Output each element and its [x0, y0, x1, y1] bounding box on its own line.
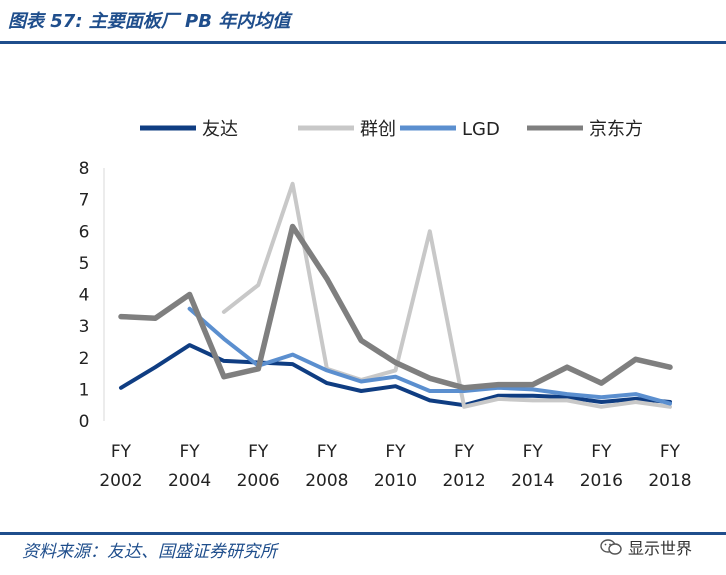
data-point	[669, 366, 672, 369]
data-point	[669, 405, 672, 408]
data-point	[600, 405, 603, 408]
data-point	[428, 377, 431, 380]
data-point	[120, 386, 123, 389]
x-tick-label: 2016	[580, 471, 623, 491]
data-point	[222, 359, 225, 362]
data-point	[325, 277, 328, 280]
data-point	[531, 388, 534, 391]
data-point	[188, 344, 191, 347]
series-line	[221, 181, 672, 409]
y-tick-label: 6	[79, 222, 90, 242]
y-tick-label: 5	[79, 254, 90, 274]
header-rule	[0, 41, 726, 44]
data-point	[360, 380, 363, 383]
y-tick-label: 2	[79, 349, 90, 369]
data-point	[600, 396, 603, 399]
x-tick-label: FY	[180, 442, 201, 462]
data-point	[428, 230, 431, 233]
x-tick-label: FY	[591, 442, 612, 462]
legend-label: 友达	[202, 119, 238, 140]
y-tick-label: 8	[79, 159, 90, 179]
data-point	[428, 399, 431, 402]
data-point	[222, 375, 225, 378]
data-point	[566, 399, 569, 402]
data-point	[394, 385, 397, 388]
y-tick-label: 0	[79, 412, 90, 432]
data-point	[188, 293, 191, 296]
data-point	[360, 339, 363, 342]
x-tick-label: 2012	[442, 471, 485, 491]
data-point	[291, 363, 294, 366]
footer-rule	[0, 532, 726, 535]
data-point	[154, 317, 157, 320]
data-point	[222, 337, 225, 340]
x-tick-label: FY	[454, 442, 475, 462]
x-tick-label: FY	[111, 442, 132, 462]
x-tick-label: 2008	[305, 471, 348, 491]
x-tick-label: FY	[523, 442, 544, 462]
y-tick-label: 4	[79, 286, 90, 306]
legend-label: 群创	[360, 119, 396, 140]
data-point	[497, 394, 500, 397]
x-tick-label: 2002	[99, 471, 142, 491]
y-tick-label: 7	[79, 191, 90, 211]
x-tick-label: FY	[248, 442, 269, 462]
x-tick-label: FY	[317, 442, 338, 462]
data-point	[531, 399, 534, 402]
legend-label: LGD	[462, 119, 500, 140]
data-point	[291, 225, 294, 228]
data-point	[600, 401, 603, 404]
wechat-icon	[600, 538, 622, 556]
data-point	[291, 182, 294, 185]
data-point	[634, 393, 637, 396]
x-tick-label: 2004	[168, 471, 211, 491]
data-point	[154, 366, 157, 369]
data-point	[360, 389, 363, 392]
watermark-text: 显示世界	[628, 539, 693, 558]
x-tick-label: FY	[385, 442, 406, 462]
legend-label: 京东方	[589, 119, 643, 140]
x-tick-label: 2018	[648, 471, 691, 491]
data-point	[566, 366, 569, 369]
data-point	[394, 375, 397, 378]
data-point	[257, 284, 260, 287]
data-point	[669, 402, 672, 405]
data-point	[600, 382, 603, 385]
data-point	[291, 353, 294, 356]
data-point	[325, 382, 328, 385]
data-point	[566, 396, 569, 399]
data-point	[634, 401, 637, 404]
data-point	[531, 383, 534, 386]
figure-title: 图表 57: 主要面板厂 PB 年内均值	[8, 11, 291, 32]
data-point	[566, 393, 569, 396]
y-tick-label: 3	[79, 317, 90, 337]
line-chart: 0 1 2 3 4 5 6 7 8 FY 2002 FY 2004 FY 2006 FY 2008 FY 2010 F…	[79, 119, 692, 491]
data-point	[394, 369, 397, 372]
data-point	[325, 369, 328, 372]
data-point	[428, 389, 431, 392]
data-point	[463, 386, 466, 389]
x-tick-label: 2010	[374, 471, 417, 491]
data-point	[222, 310, 225, 313]
data-point	[497, 383, 500, 386]
watermark: 显示世界	[600, 535, 692, 559]
series-line	[187, 306, 672, 406]
x-tick-label: FY	[660, 442, 681, 462]
data-point	[497, 397, 500, 400]
data-point	[463, 405, 466, 408]
source-note: 资料来源：友达、国盛证券研究所	[22, 542, 277, 562]
series-line	[118, 223, 673, 391]
data-point	[394, 361, 397, 364]
x-tick-label: 2006	[237, 471, 280, 491]
x-tick-label: 2014	[511, 471, 554, 491]
data-point	[120, 315, 123, 318]
y-tick-label: 1	[79, 380, 90, 400]
data-point	[634, 358, 637, 361]
data-point	[531, 394, 534, 397]
data-point	[634, 397, 637, 400]
data-point	[257, 367, 260, 370]
data-point	[188, 307, 191, 310]
